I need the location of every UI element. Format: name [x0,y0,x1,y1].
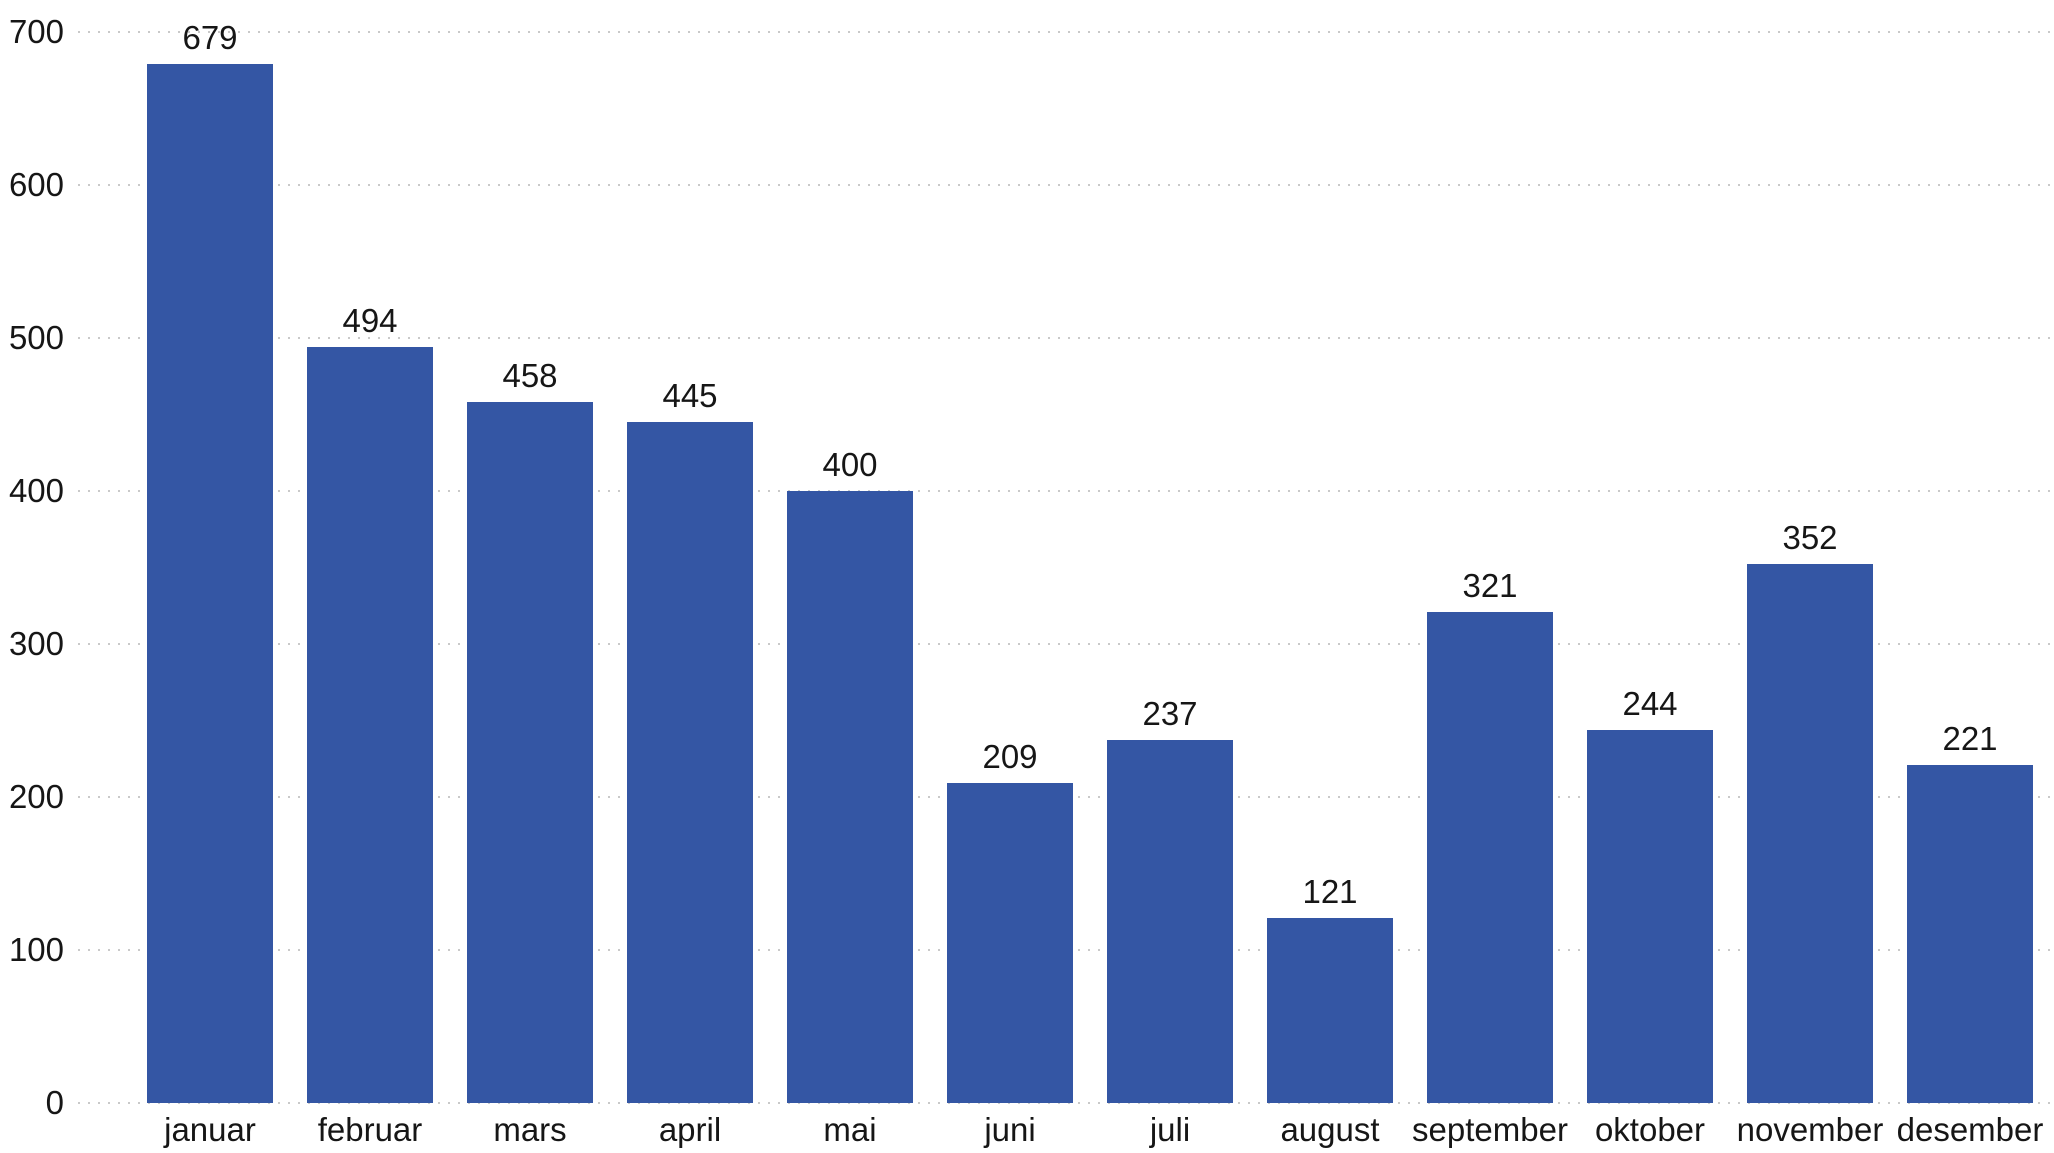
bar-value-label-november: 352 [1782,519,1838,557]
y-axis-tick-label: 100 [8,931,64,968]
bar-november[interactable] [1747,564,1873,1103]
x-axis-tick-label-april: april [658,1111,722,1148]
gridline-y-700 [78,31,2054,33]
bar-august[interactable] [1267,917,1393,1103]
y-axis-tick-label: 600 [8,166,64,203]
bar-value-label-mars: 458 [502,357,558,395]
bar-value-label-september: 321 [1462,566,1518,604]
bar-juni[interactable] [947,783,1073,1103]
bar-desember[interactable] [1907,764,2033,1103]
x-axis-tick-label-mars: mars [493,1111,567,1148]
x-axis-tick-label-juli: juli [1149,1111,1191,1148]
gridline-y-0 [78,1102,2054,1104]
y-axis-tick-label: 0 [45,1084,64,1121]
bar-januar[interactable] [147,64,273,1103]
gridline-y-600 [78,184,2054,186]
bar-value-label-oktober: 244 [1622,684,1678,722]
x-axis-tick-label-juni: juni [984,1111,1036,1148]
x-axis-tick-label-desember: desember [1896,1111,2044,1148]
gridline-y-300 [78,643,2054,645]
gridline-y-400 [78,490,2054,492]
bar-juli[interactable] [1107,740,1233,1103]
x-axis-tick-label-mai: mai [823,1111,877,1148]
bar-februar[interactable] [307,347,433,1103]
y-axis-tick-label: 700 [8,13,64,50]
bar-value-label-juni: 209 [982,738,1038,776]
gridline-y-500 [78,337,2054,339]
x-axis-tick-label-november: november [1736,1111,1884,1148]
bar-value-label-mai: 400 [822,446,878,483]
y-axis-tick-label: 300 [8,625,64,662]
x-axis-tick-label-august: august [1280,1111,1380,1148]
bar-september[interactable] [1427,611,1553,1103]
bar-value-label-april: 445 [662,377,718,415]
bar-april[interactable] [627,422,753,1103]
x-axis-tick-label-september: september [1412,1111,1568,1148]
y-axis-tick-label: 400 [8,472,64,509]
y-axis-tick-label: 500 [8,319,64,356]
bar-oktober[interactable] [1587,729,1713,1103]
bar-value-label-august: 121 [1302,872,1358,910]
bar-value-label-januar: 679 [182,19,238,57]
x-axis-tick-label-oktober: oktober [1594,1111,1706,1148]
y-axis-tick-label: 200 [8,778,64,815]
bar-value-label-desember: 221 [1942,719,1998,757]
bar-value-label-februar: 494 [342,302,398,340]
bar-value-label-juli: 237 [1142,695,1198,733]
x-axis-tick-label-januar: januar [164,1111,256,1148]
x-axis-tick-label-februar: februar [317,1111,423,1148]
bar-mars[interactable] [467,402,593,1103]
bar-mai[interactable] [787,491,913,1103]
